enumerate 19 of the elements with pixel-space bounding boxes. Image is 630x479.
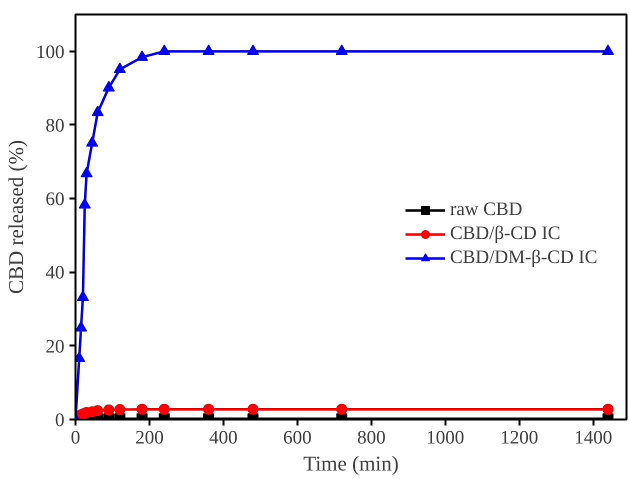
y-tick-label: 0 xyxy=(55,410,64,431)
x-tick-label: 400 xyxy=(209,428,238,448)
y-tick-label: 80 xyxy=(46,115,64,136)
x-tick-label: 0 xyxy=(70,428,80,448)
legend-label: raw CBD xyxy=(450,199,522,221)
x-tick-label: 1000 xyxy=(426,428,464,448)
x-tick-label: 800 xyxy=(357,428,386,448)
x-tick-label: 600 xyxy=(283,428,312,448)
x-tick-label: 200 xyxy=(135,428,164,448)
x-axis-title: Time (min) xyxy=(303,452,399,476)
x-tick-label: 1200 xyxy=(500,428,538,448)
y-tick-label: 60 xyxy=(46,189,64,210)
y-tick-label: 20 xyxy=(46,336,64,358)
x-tick-label: 1400 xyxy=(574,428,612,448)
legend-label: CBD/β-CD IC xyxy=(450,223,560,245)
y-tick-label: 40 xyxy=(46,262,64,284)
legend-label: CBD/DM-β-CD IC xyxy=(450,247,598,269)
y-axis-title: CBD released (%) xyxy=(4,140,28,294)
y-tick-label: 100 xyxy=(36,42,64,63)
